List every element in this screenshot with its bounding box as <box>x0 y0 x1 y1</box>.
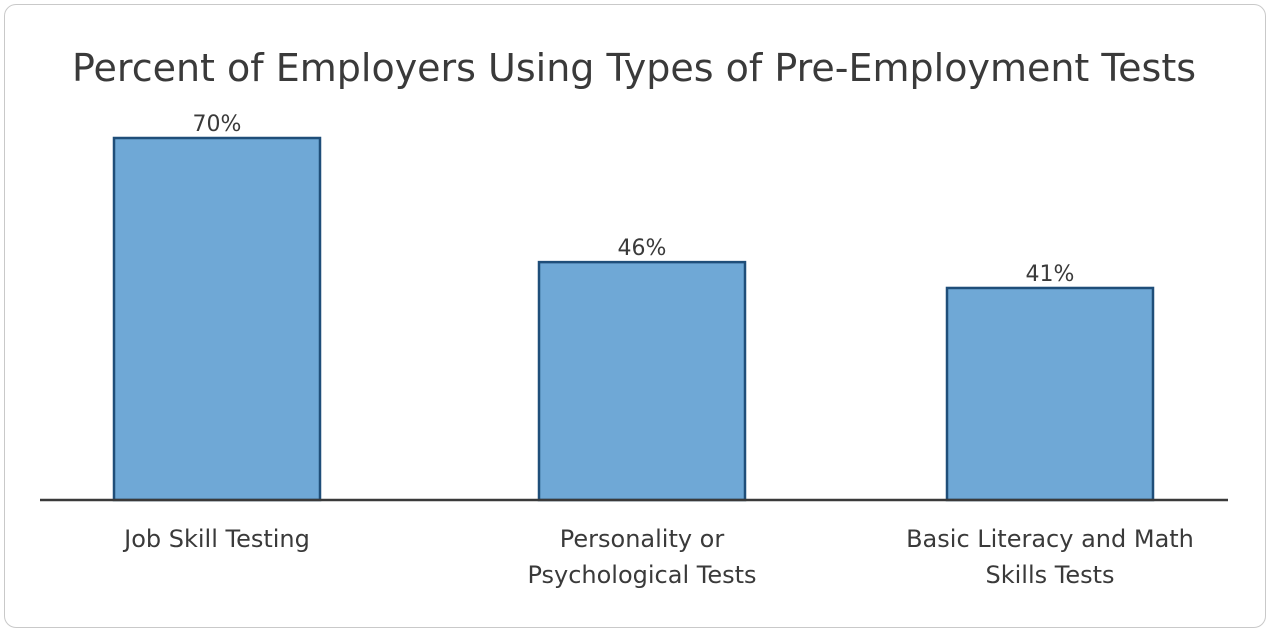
value-label-3: 41% <box>1026 262 1075 287</box>
category-label-3-line-1: Basic Literacy and Math <box>906 525 1194 553</box>
bar-2 <box>537 260 747 502</box>
chart-title: Percent of Employers Using Types of Pre-… <box>72 46 1196 90</box>
bar-1 <box>112 136 322 502</box>
category-labels-group: Job Skill Testing Personality or Psycholog… <box>122 525 1194 589</box>
category-label-2-line-2: Psychological Tests <box>527 561 756 589</box>
bars-group <box>112 136 1155 502</box>
bar-3 <box>945 286 1155 502</box>
category-label-1: Job Skill Testing <box>122 525 310 553</box>
value-label-2: 46% <box>618 236 667 261</box>
value-labels-group: 70% 46% 41% <box>193 112 1075 287</box>
value-label-1: 70% <box>193 112 242 137</box>
category-label-3-line-2: Skills Tests <box>985 561 1114 589</box>
category-label-2-line-1: Personality or <box>560 525 725 553</box>
